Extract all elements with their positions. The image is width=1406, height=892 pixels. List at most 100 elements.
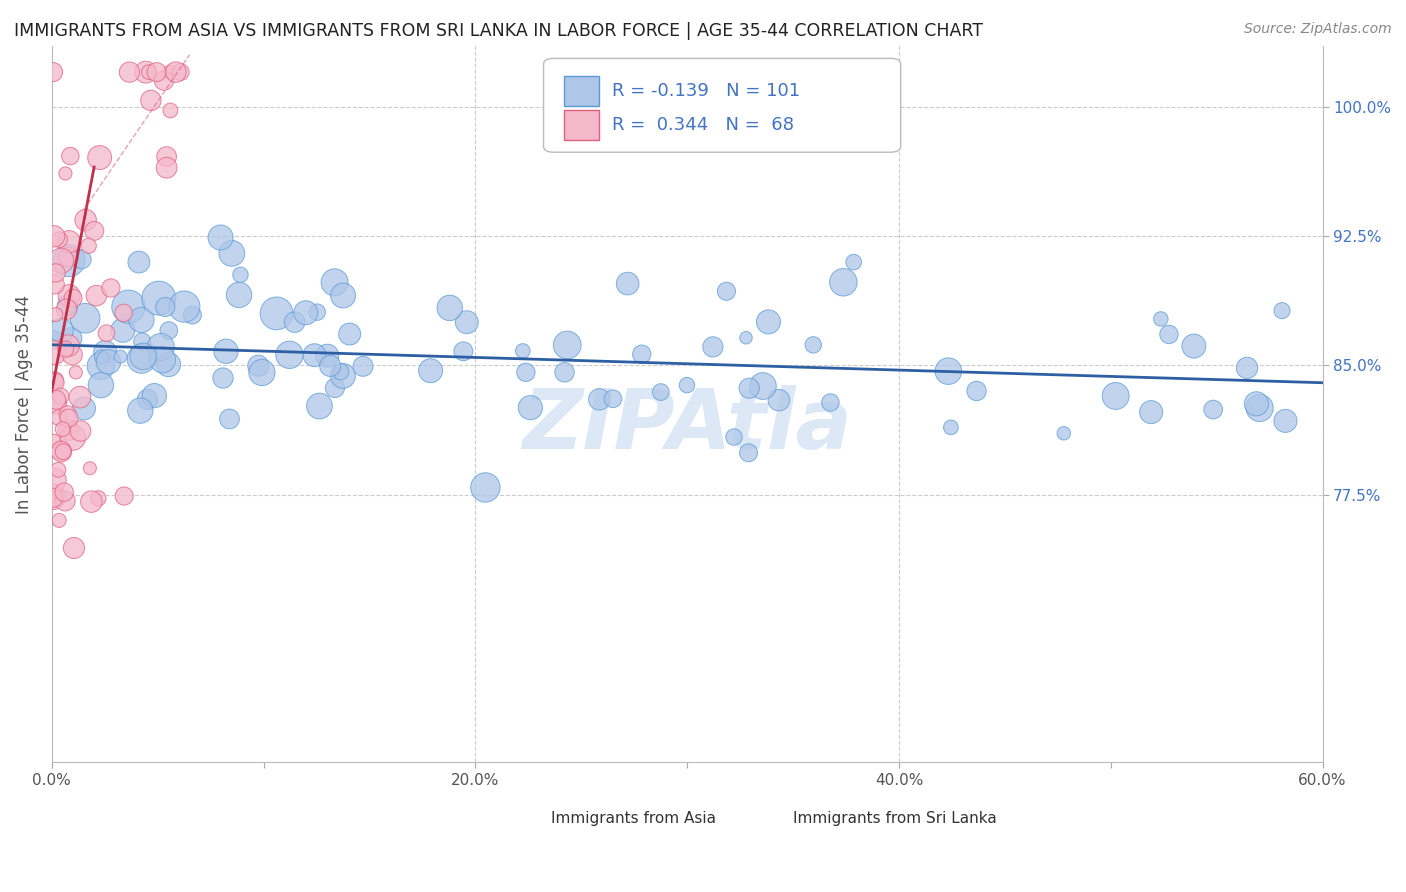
Point: [56, 298, 79, 312]
Point: [143, 389, 166, 403]
Point: [111, 323, 134, 337]
Point: [110, 350, 132, 364]
Point: [737, 446, 759, 460]
Point: [1236, 360, 1258, 375]
Point: [323, 381, 346, 395]
Point: [58, 235, 80, 249]
Point: [44, 473, 66, 487]
Point: [832, 275, 855, 289]
Point: [966, 384, 988, 398]
Point: [49, 389, 72, 403]
Point: [218, 412, 240, 426]
Point: [228, 288, 250, 302]
Point: [512, 343, 534, 358]
Point: [308, 399, 330, 413]
Point: [42, 490, 65, 504]
Point: [58, 338, 80, 352]
Point: [52, 444, 75, 458]
Point: [48, 410, 70, 425]
Point: [332, 368, 354, 383]
Point: [453, 344, 475, 359]
Point: [339, 326, 361, 341]
Point: [1150, 312, 1173, 326]
Point: [1202, 402, 1225, 417]
Point: [768, 393, 790, 408]
Point: [42, 434, 65, 449]
Point: [332, 288, 354, 302]
Point: [155, 300, 177, 314]
Point: [307, 305, 329, 319]
Point: [758, 315, 780, 329]
Point: [44, 345, 66, 359]
Point: [515, 365, 537, 379]
Point: [45, 392, 67, 407]
Point: [96, 326, 118, 341]
Point: [58, 423, 80, 437]
Text: ZIPAtla: ZIPAtla: [522, 385, 852, 467]
Point: [75, 213, 97, 227]
Point: [62, 431, 84, 445]
Point: [51, 444, 73, 458]
Point: [801, 338, 824, 352]
Point: [1246, 397, 1268, 411]
Point: [676, 378, 699, 392]
Point: [352, 359, 374, 374]
Point: [112, 489, 135, 503]
Point: [45, 308, 67, 322]
Point: [48, 233, 70, 247]
Point: [87, 491, 110, 506]
Point: [602, 392, 624, 406]
Point: [159, 103, 181, 118]
Point: [117, 300, 139, 314]
Point: [209, 230, 232, 244]
Point: [820, 395, 842, 409]
Point: [49, 443, 72, 458]
Point: [42, 491, 65, 505]
Point: [80, 494, 103, 508]
Point: [89, 151, 111, 165]
Point: [139, 94, 162, 108]
Point: [58, 253, 80, 268]
Point: [58, 411, 80, 425]
Point: [77, 239, 100, 253]
FancyBboxPatch shape: [503, 805, 541, 834]
Point: [555, 338, 578, 352]
Point: [316, 349, 339, 363]
FancyBboxPatch shape: [744, 805, 783, 834]
Point: [58, 288, 80, 302]
Point: [136, 392, 159, 407]
Point: [842, 255, 865, 269]
Point: [128, 255, 150, 269]
Point: [1271, 303, 1294, 318]
Point: [42, 333, 65, 347]
Point: [90, 378, 112, 392]
Point: [138, 65, 160, 79]
Point: [69, 390, 91, 404]
Point: [156, 161, 179, 175]
Point: [75, 311, 97, 326]
Y-axis label: In Labor Force | Age 35-44: In Labor Force | Age 35-44: [15, 294, 32, 514]
Point: [266, 306, 288, 320]
Text: Immigrants from Asia: Immigrants from Asia: [551, 811, 716, 826]
Point: [129, 403, 152, 417]
Point: [157, 324, 180, 338]
Point: [45, 396, 67, 410]
Point: [329, 365, 352, 379]
Point: [55, 166, 77, 180]
Point: [173, 300, 195, 314]
Point: [79, 461, 101, 475]
Text: R = -0.139   N = 101: R = -0.139 N = 101: [612, 82, 800, 100]
Point: [165, 65, 187, 79]
Point: [169, 65, 191, 79]
Point: [112, 306, 135, 320]
Point: [323, 276, 346, 290]
FancyBboxPatch shape: [544, 58, 901, 153]
Point: [69, 424, 91, 438]
Point: [118, 65, 141, 79]
Point: [60, 331, 83, 345]
Point: [44, 277, 66, 292]
Point: [44, 376, 66, 390]
Text: Immigrants from Sri Lanka: Immigrants from Sri Lanka: [793, 811, 997, 826]
Point: [59, 149, 82, 163]
Point: [278, 348, 301, 362]
